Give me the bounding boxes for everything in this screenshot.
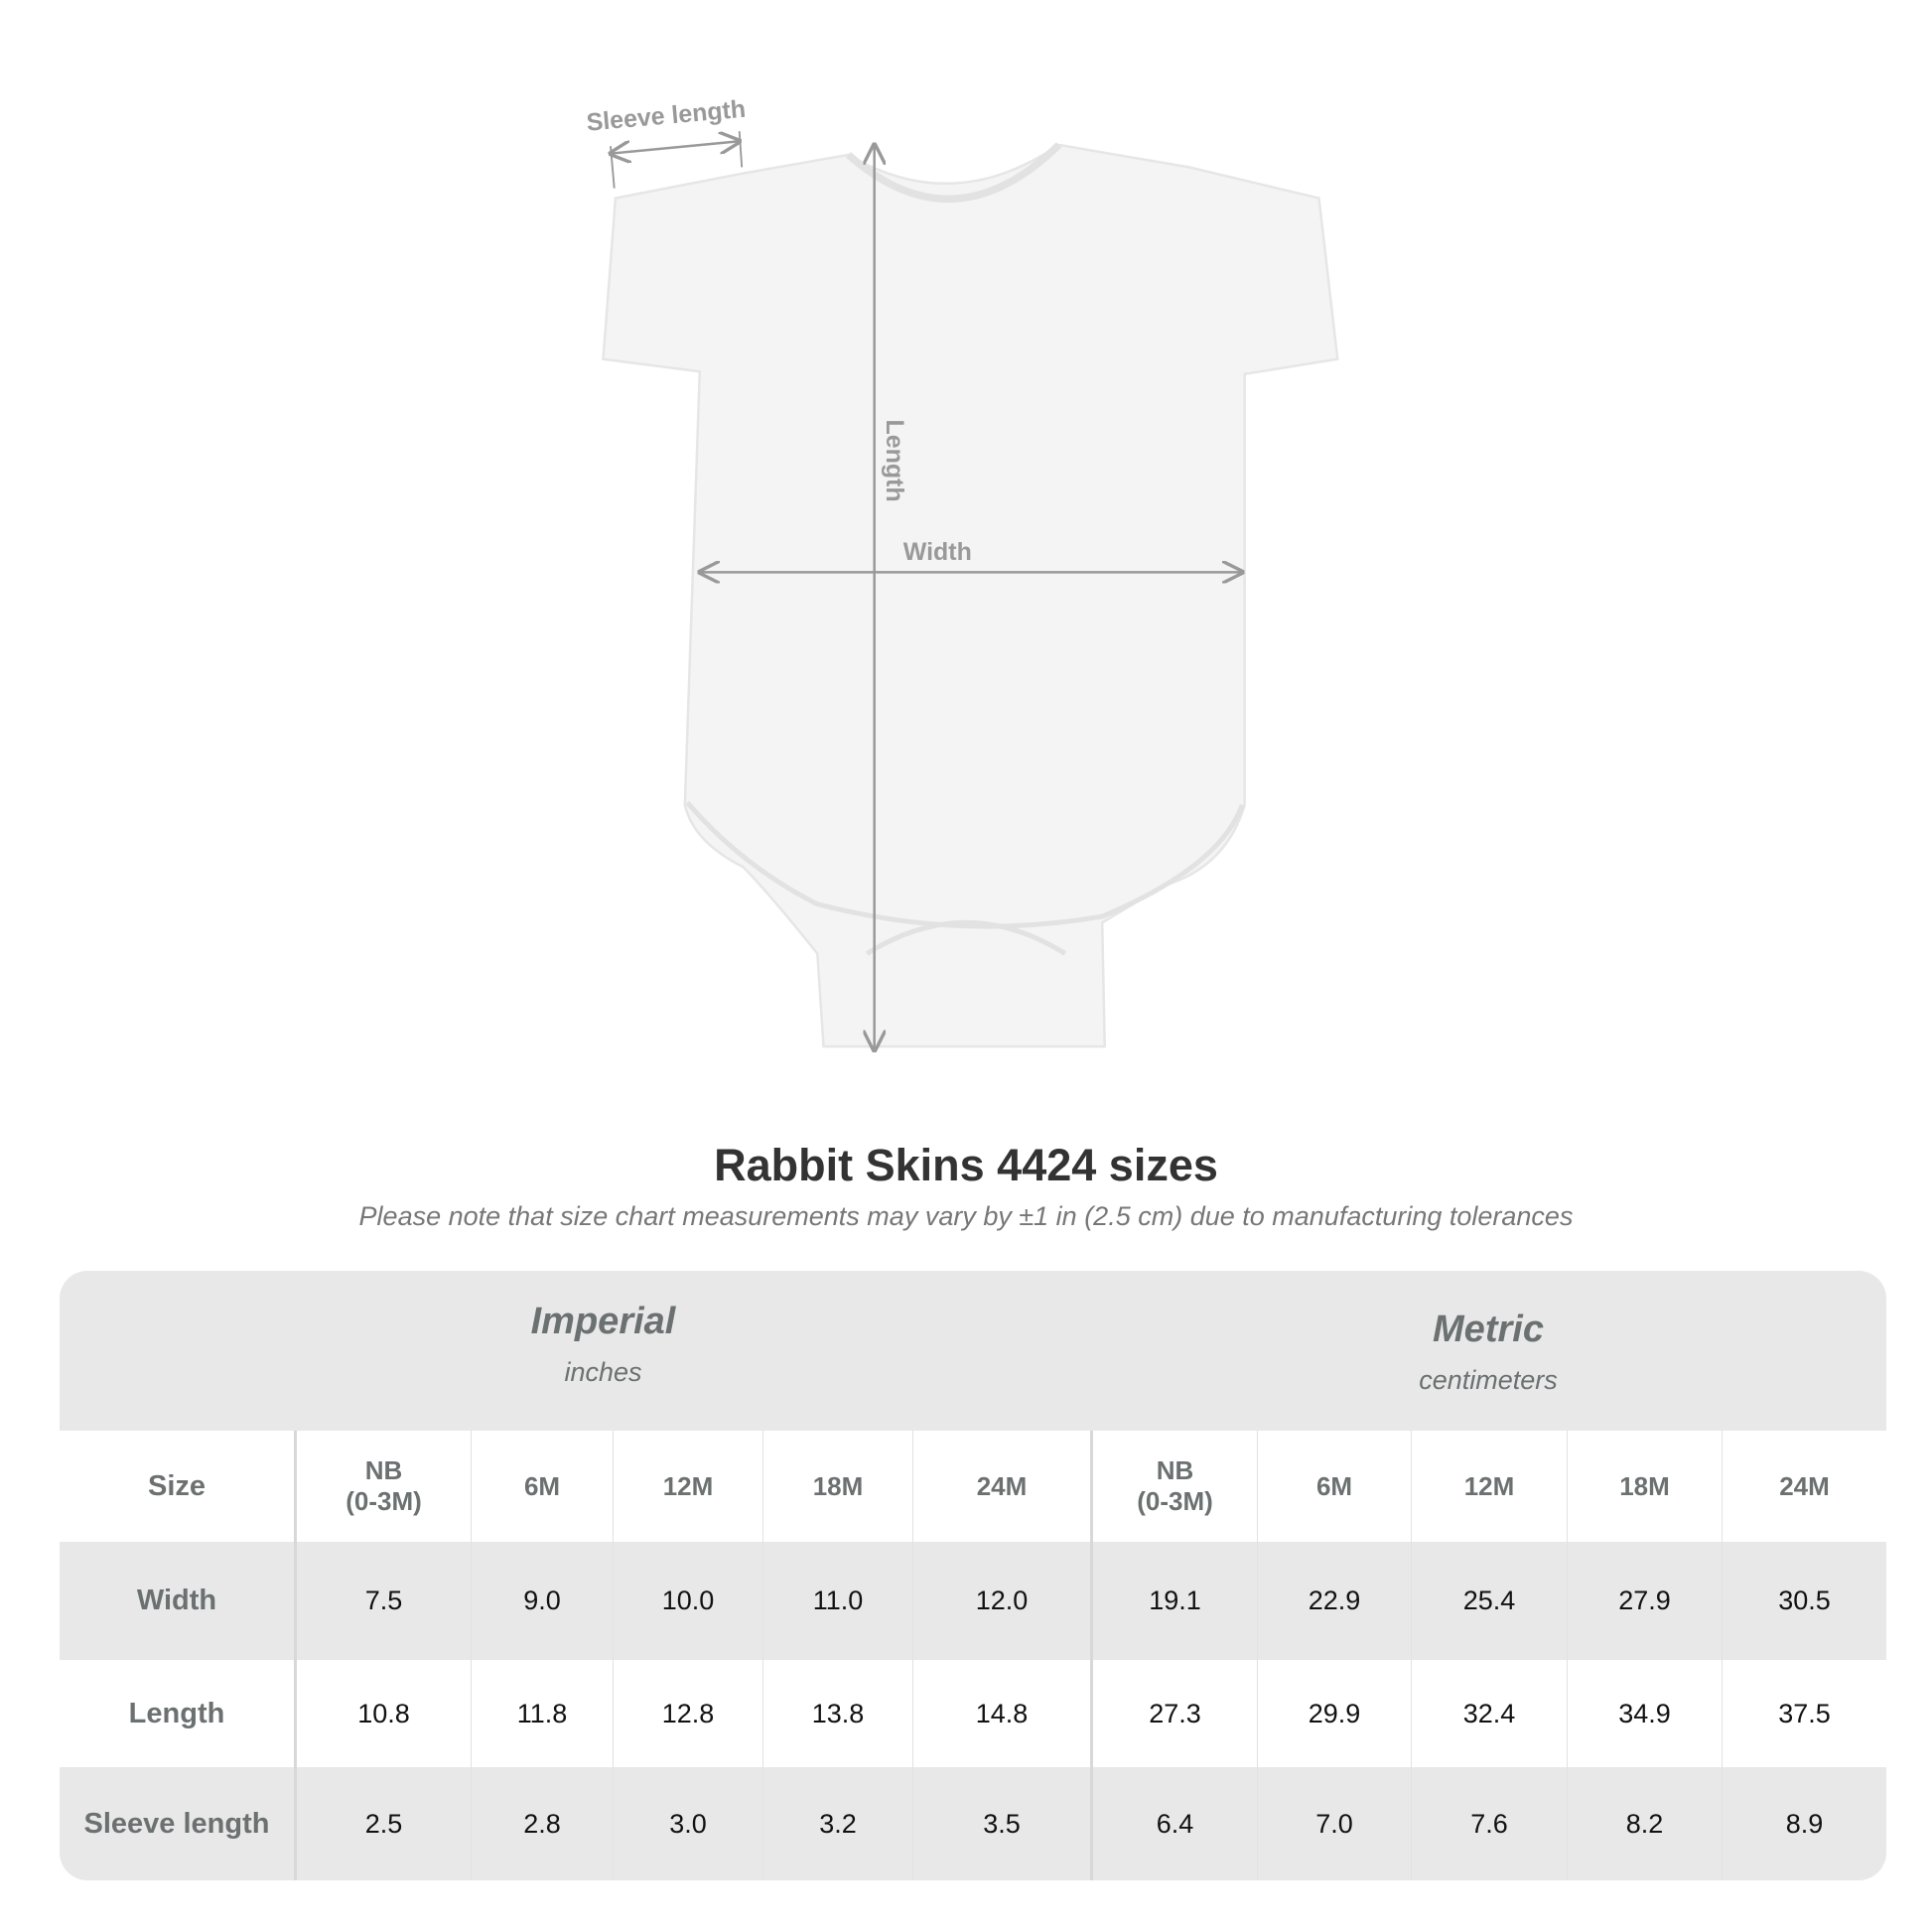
imperial-header: Imperial inches xyxy=(294,1271,912,1460)
row-label: Width xyxy=(136,1585,217,1616)
metric-header: Metric centimeters xyxy=(1090,1271,1886,1468)
size-column-header: 24M xyxy=(912,1431,1090,1542)
imperial-value: 9.0 xyxy=(471,1542,613,1660)
page-title: Rabbit Skins 4424 sizes xyxy=(714,1140,1218,1190)
width-label: Width xyxy=(903,538,972,566)
metric-value: 32.4 xyxy=(1411,1660,1567,1767)
size-column-header: 12M xyxy=(613,1431,762,1542)
imperial-value: 14.8 xyxy=(912,1660,1090,1767)
metric-value: 34.9 xyxy=(1567,1660,1722,1767)
metric-value: 8.9 xyxy=(1722,1767,1886,1880)
metric-value: 27.9 xyxy=(1567,1542,1722,1660)
imperial-value: 11.0 xyxy=(762,1542,912,1660)
metric-title: Metric xyxy=(1433,1309,1544,1350)
imperial-value: 13.8 xyxy=(762,1660,912,1767)
bodysuit-shape xyxy=(602,143,1339,1048)
metric-value: 19.1 xyxy=(1090,1542,1257,1660)
sleeve-length-arrow xyxy=(611,141,740,153)
metric-value: 37.5 xyxy=(1722,1660,1886,1767)
imperial-value: 3.2 xyxy=(762,1767,912,1880)
size-column-header: 24M xyxy=(1722,1431,1886,1542)
imperial-value: 2.5 xyxy=(294,1767,471,1880)
metric-value: 7.0 xyxy=(1257,1767,1411,1880)
crotch-flap xyxy=(865,919,1067,956)
size-table: Imperial inches Metric centimeters Size N… xyxy=(60,1271,1886,1880)
imperial-value: 11.8 xyxy=(471,1660,613,1767)
metric-value: 6.4 xyxy=(1090,1767,1257,1880)
tolerance-note: Please note that size chart measurements… xyxy=(358,1201,1574,1231)
metric-value: 7.6 xyxy=(1411,1767,1567,1880)
size-column-header: 6M xyxy=(471,1431,613,1542)
size-header: Size xyxy=(147,1469,207,1502)
sleeve-tick xyxy=(738,131,744,168)
sleeve-length-label: Sleeve length xyxy=(586,95,748,137)
size-column-header: 18M xyxy=(762,1431,912,1542)
metric-value: 29.9 xyxy=(1257,1660,1411,1767)
imperial-value: 10.8 xyxy=(294,1660,471,1767)
size-column-header: 12M xyxy=(1411,1431,1567,1542)
imperial-title: Imperial xyxy=(530,1301,676,1342)
row-label: Length xyxy=(128,1697,225,1729)
metric-value: 25.4 xyxy=(1411,1542,1567,1660)
length-label: Length xyxy=(881,419,908,501)
imperial-value: 3.5 xyxy=(912,1767,1090,1880)
row-band xyxy=(60,1767,1886,1880)
header-band xyxy=(60,1271,1886,1431)
imperial-value: 10.0 xyxy=(613,1542,762,1660)
size-column-header: NB (0-3M) xyxy=(294,1431,471,1542)
imperial-value: 12.8 xyxy=(613,1660,762,1767)
metric-value: 27.3 xyxy=(1090,1660,1257,1767)
size-column-header: 6M xyxy=(1257,1431,1411,1542)
imperial-unit: inches xyxy=(564,1357,642,1387)
metric-value: 8.2 xyxy=(1567,1767,1722,1880)
size-column-header: 18M xyxy=(1567,1431,1722,1542)
metric-value: 22.9 xyxy=(1257,1542,1411,1660)
size-column-header: NB (0-3M) xyxy=(1090,1431,1257,1542)
sleeve-tick xyxy=(610,146,616,189)
row-label: Sleeve length xyxy=(83,1807,270,1840)
imperial-value: 12.0 xyxy=(912,1542,1090,1660)
imperial-value: 3.0 xyxy=(613,1767,762,1880)
imperial-value: 7.5 xyxy=(294,1542,471,1660)
imperial-value: 2.8 xyxy=(471,1767,613,1880)
row-band xyxy=(60,1542,1886,1660)
metric-unit: centimeters xyxy=(1419,1365,1558,1395)
hem xyxy=(685,800,1245,929)
metric-value: 30.5 xyxy=(1722,1542,1886,1660)
